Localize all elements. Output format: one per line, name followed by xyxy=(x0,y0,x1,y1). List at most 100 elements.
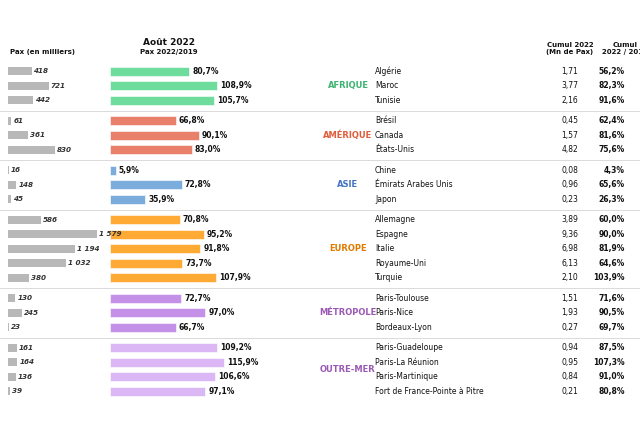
Text: 380: 380 xyxy=(31,275,46,281)
Text: 103,9%: 103,9% xyxy=(593,273,625,282)
Text: Chine: Chine xyxy=(375,166,397,175)
Text: 87,5%: 87,5% xyxy=(598,343,625,352)
Text: 5,9%: 5,9% xyxy=(119,166,140,175)
Text: 6,13: 6,13 xyxy=(561,259,579,268)
Text: 73,7%: 73,7% xyxy=(186,259,212,268)
Bar xyxy=(8,146,54,154)
Text: 3,89: 3,89 xyxy=(561,215,579,224)
Text: Émirats Arabes Unis: Émirats Arabes Unis xyxy=(375,180,452,189)
Text: Cumul 2022
(Mn de Pax): Cumul 2022 (Mn de Pax) xyxy=(547,42,593,55)
Text: ASIE: ASIE xyxy=(337,180,358,189)
Bar xyxy=(110,259,182,268)
Text: 45: 45 xyxy=(13,196,22,202)
Text: Bordeaux-Lyon: Bordeaux-Lyon xyxy=(375,323,432,332)
Bar xyxy=(110,358,224,367)
Text: Allemagne: Allemagne xyxy=(375,215,416,224)
Text: EUROPE: EUROPE xyxy=(329,244,367,253)
Text: 91,6%: 91,6% xyxy=(599,96,625,105)
Text: 830: 830 xyxy=(57,147,72,153)
Text: 1,51: 1,51 xyxy=(562,294,579,303)
Text: 64,6%: 64,6% xyxy=(599,259,625,268)
Text: 245: 245 xyxy=(24,310,39,316)
Text: 136: 136 xyxy=(18,374,33,380)
Text: 148: 148 xyxy=(19,182,33,188)
Bar xyxy=(110,116,176,125)
Text: 130: 130 xyxy=(17,295,32,301)
Text: 72,7%: 72,7% xyxy=(184,294,211,303)
Text: Paris-Nice: Paris-Nice xyxy=(375,308,413,317)
Text: 90,0%: 90,0% xyxy=(599,230,625,239)
Text: 56,2%: 56,2% xyxy=(599,67,625,76)
Text: Trafic des principales liaisons: Trafic des principales liaisons xyxy=(6,7,259,23)
Text: 108,9%: 108,9% xyxy=(220,81,252,90)
Text: 70,8%: 70,8% xyxy=(182,215,209,224)
Text: AFRIQUE: AFRIQUE xyxy=(328,81,369,90)
Text: Japon: Japon xyxy=(375,195,396,204)
Bar xyxy=(8,344,17,352)
Bar xyxy=(110,145,191,154)
Text: 3,77: 3,77 xyxy=(561,81,579,90)
Text: 586: 586 xyxy=(43,217,58,223)
Text: 9,36: 9,36 xyxy=(561,230,579,239)
Text: Turquie: Turquie xyxy=(375,273,403,282)
Text: Pax (en milliers): Pax (en milliers) xyxy=(10,49,76,55)
Text: Maroc: Maroc xyxy=(375,81,398,90)
Bar xyxy=(110,372,215,381)
Text: 107,9%: 107,9% xyxy=(219,273,251,282)
Bar xyxy=(110,323,175,332)
Bar xyxy=(110,294,182,303)
Text: 2,16: 2,16 xyxy=(562,96,579,105)
Bar xyxy=(8,166,9,174)
Bar xyxy=(8,82,49,90)
Bar xyxy=(110,131,198,140)
Bar xyxy=(110,244,200,253)
Bar xyxy=(110,195,145,204)
Text: 161: 161 xyxy=(19,345,34,351)
Bar xyxy=(8,358,17,366)
Text: 90,5%: 90,5% xyxy=(599,308,625,317)
Text: 0,27: 0,27 xyxy=(561,323,579,332)
Text: 69,7%: 69,7% xyxy=(598,323,625,332)
Text: 95,2%: 95,2% xyxy=(207,230,233,239)
Text: 1 579: 1 579 xyxy=(99,231,122,237)
Text: 71,6%: 71,6% xyxy=(598,294,625,303)
Text: 105,7%: 105,7% xyxy=(217,96,248,105)
Text: 97,0%: 97,0% xyxy=(209,308,235,317)
Text: Algérie: Algérie xyxy=(375,66,402,76)
Bar xyxy=(8,274,29,282)
Text: 97,1%: 97,1% xyxy=(209,387,235,396)
Text: 65,6%: 65,6% xyxy=(599,180,625,189)
Text: AMÉRIQUE: AMÉRIQUE xyxy=(323,131,372,140)
Text: MÉTROPOLE: MÉTROPOLE xyxy=(319,308,376,317)
Text: 0,96: 0,96 xyxy=(561,180,579,189)
Bar xyxy=(110,96,214,105)
Text: 418: 418 xyxy=(33,68,49,74)
Text: 39: 39 xyxy=(12,388,22,394)
Text: 80,8%: 80,8% xyxy=(598,387,625,396)
Text: OUTRE-MER: OUTRE-MER xyxy=(320,365,376,374)
Text: Pax 2022/2019: Pax 2022/2019 xyxy=(140,49,198,55)
Bar xyxy=(8,245,75,253)
Bar xyxy=(8,323,10,331)
Text: 75,6%: 75,6% xyxy=(599,145,625,154)
Bar xyxy=(8,131,28,139)
Text: 115,9%: 115,9% xyxy=(227,358,259,367)
Text: 0,84: 0,84 xyxy=(561,372,579,381)
Text: 107,3%: 107,3% xyxy=(593,358,625,367)
Text: 61: 61 xyxy=(13,118,24,124)
Text: 4,3%: 4,3% xyxy=(604,166,625,175)
Text: 106,6%: 106,6% xyxy=(218,372,250,381)
Text: 90,1%: 90,1% xyxy=(202,131,228,140)
Text: 83,0%: 83,0% xyxy=(195,145,221,154)
Text: 0,23: 0,23 xyxy=(561,195,579,204)
Text: États-Unis: États-Unis xyxy=(375,145,414,154)
Bar xyxy=(8,230,97,238)
Text: 1,93: 1,93 xyxy=(561,308,579,317)
Bar xyxy=(110,215,180,224)
Text: Paris-Toulouse: Paris-Toulouse xyxy=(375,294,429,303)
Text: 80,7%: 80,7% xyxy=(193,67,219,76)
Bar xyxy=(8,259,66,267)
Text: Paris-Martinique: Paris-Martinique xyxy=(375,372,438,381)
Text: 721: 721 xyxy=(51,83,65,89)
Text: 164: 164 xyxy=(19,359,34,365)
